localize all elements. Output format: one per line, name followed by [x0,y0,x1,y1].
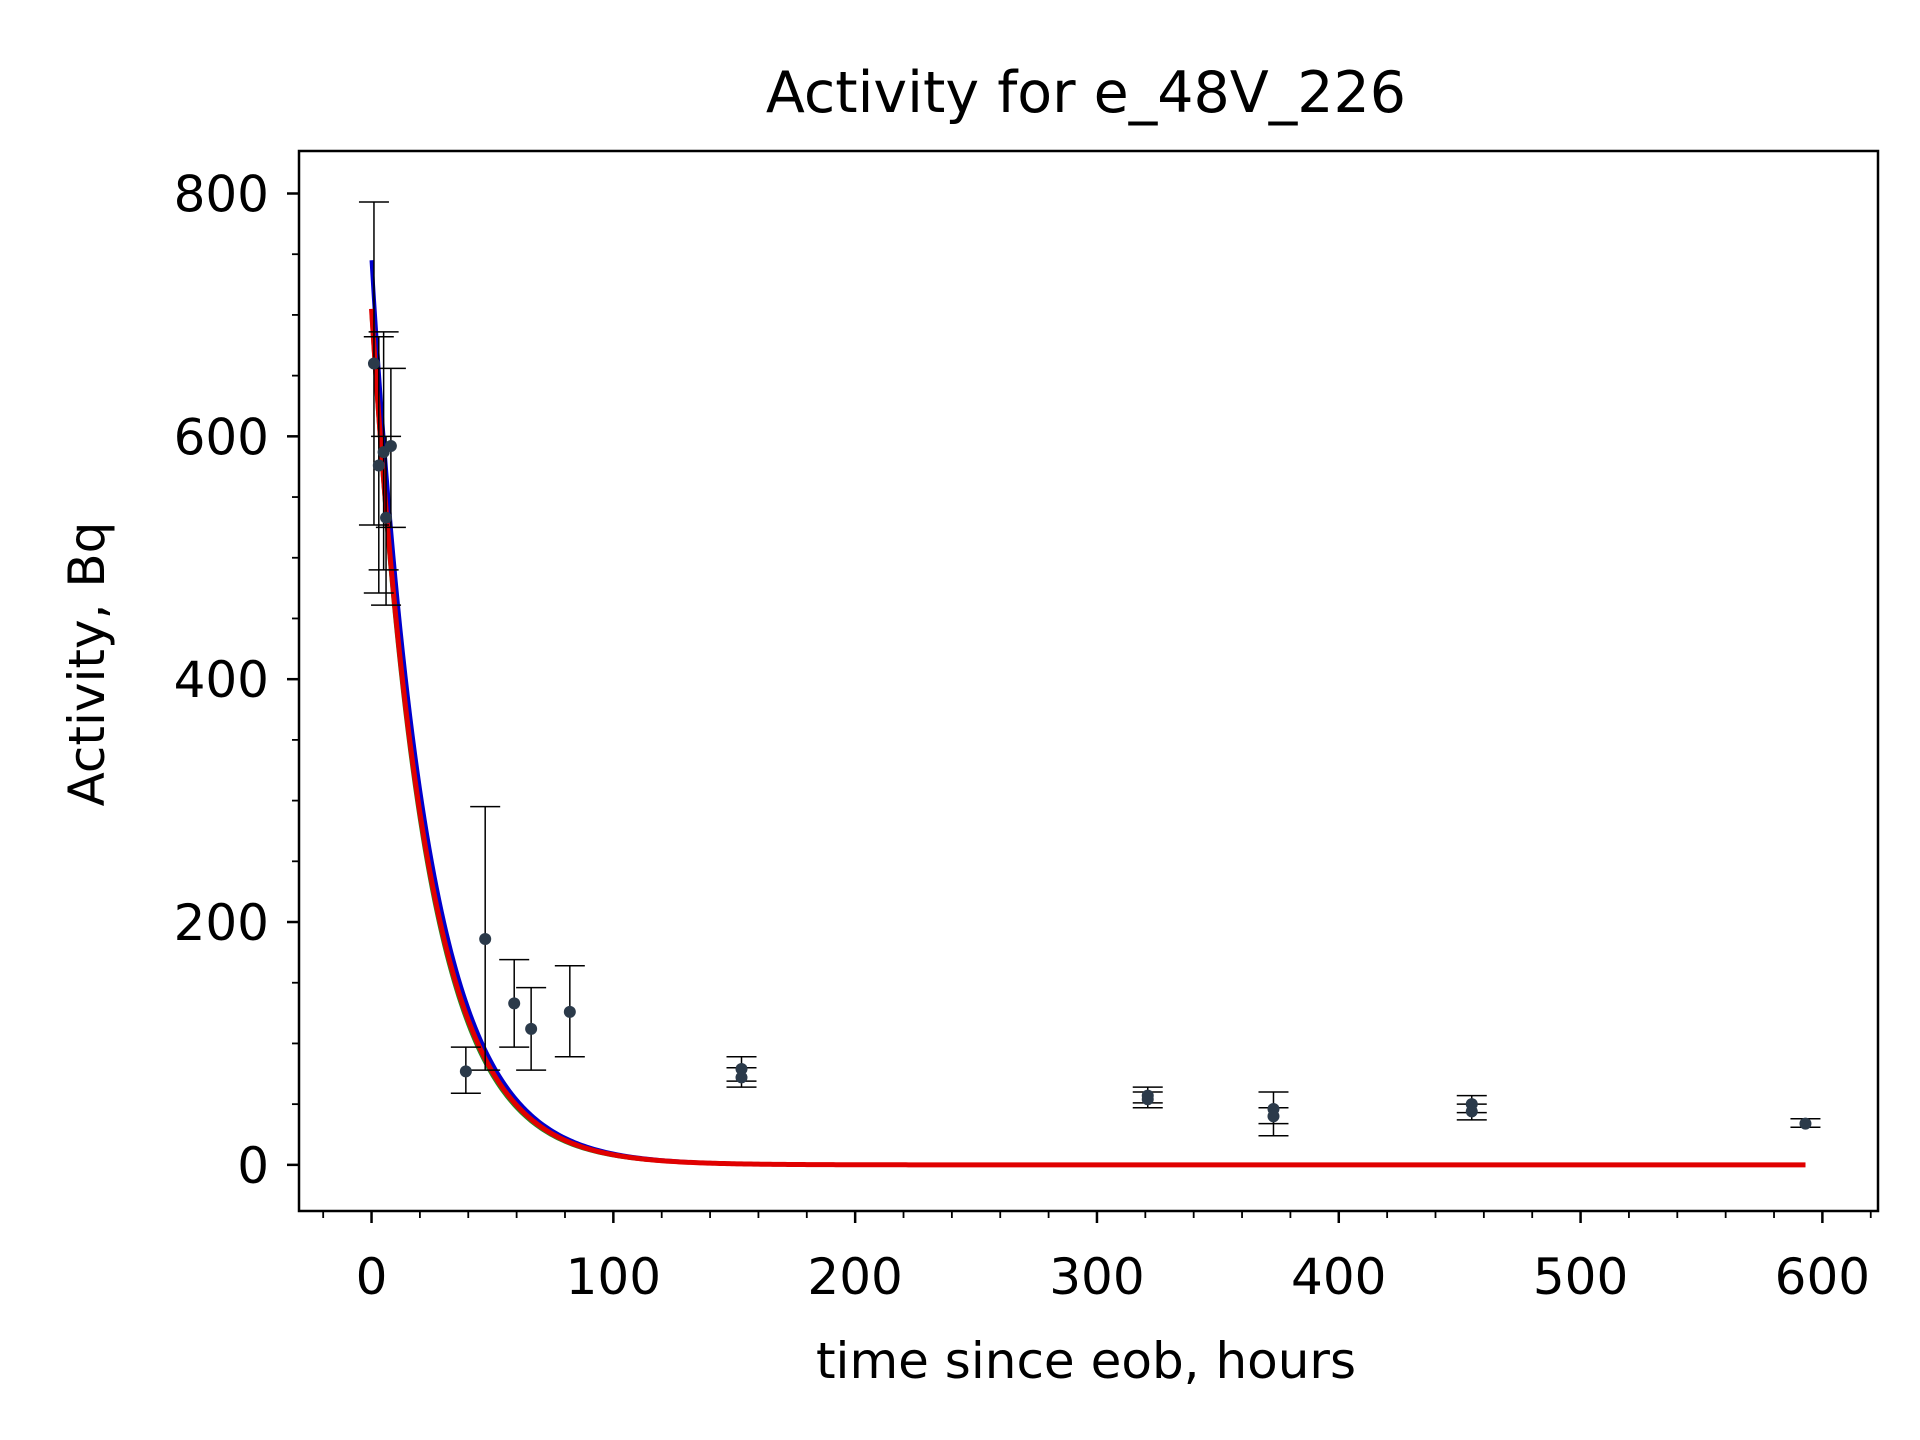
data-point [459,1065,472,1078]
data-point [1141,1093,1154,1106]
data-point [1267,1110,1280,1123]
y-tick-label: 200 [174,894,269,952]
x-tick-label: 100 [566,1248,661,1306]
data-point [372,459,385,472]
data-point [380,511,393,524]
x-axis-ticks: 0 100 200 300 400 500 600 [322,1211,1872,1306]
data-point [479,933,492,946]
y-axis-label: Activity, Bq [58,522,116,807]
data-point [1799,1117,1812,1130]
y-tick-label: 400 [174,651,269,709]
x-tick-label: 500 [1533,1248,1628,1306]
data-point [508,997,521,1010]
x-tick-label: 600 [1775,1248,1870,1306]
plot-frame [297,149,1880,1213]
x-tick-label: 300 [1049,1248,1144,1306]
data-point [1465,1105,1478,1118]
chart-title: Activity for e_48V_226 [766,60,1406,126]
data-point [525,1022,538,1035]
y-axis-ticks: 0 200 400 600 800 [174,165,299,1195]
fit-curves [369,260,1806,1168]
y-tick-label: 0 [237,1137,269,1195]
y-tick-label: 800 [174,165,269,223]
data-point [735,1062,748,1075]
x-tick-label: 200 [807,1248,902,1306]
x-tick-label: 0 [356,1248,388,1306]
data-point [735,1071,748,1084]
data-point [384,440,397,453]
fit-curve [369,308,1806,1168]
data-points [367,357,1812,1130]
x-tick-label: 400 [1291,1248,1386,1306]
x-axis-label: time since eob, hours [816,1332,1356,1390]
data-point [563,1005,576,1018]
y-tick-label: 600 [174,408,269,466]
data-point [367,357,380,370]
